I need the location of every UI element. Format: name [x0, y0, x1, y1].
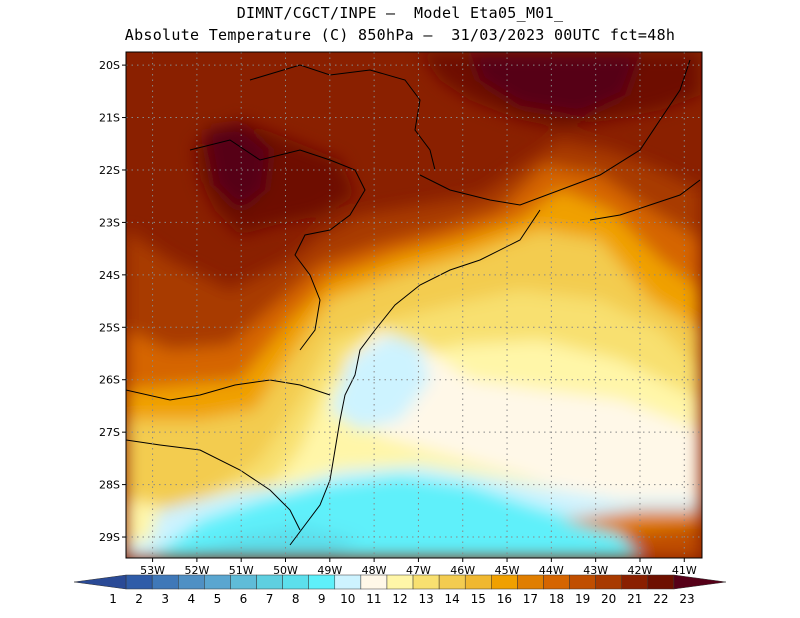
- lon-label: 46W: [450, 564, 475, 577]
- colorbar-swatch: [412, 574, 440, 590]
- lon-label: 45W: [495, 564, 520, 577]
- colorbar-label: 20: [601, 592, 616, 606]
- colorbar-label: 9: [318, 592, 326, 606]
- colorbar-label: 22: [653, 592, 668, 606]
- colorbar-label: 11: [366, 592, 381, 606]
- colorbar-label: 21: [627, 592, 642, 606]
- colorbar-label: 1: [109, 592, 117, 606]
- colorbar-swatch: [73, 574, 127, 590]
- lat-label: 28S: [99, 479, 120, 492]
- colorbar-swatch: [517, 574, 544, 590]
- colorbar-label: 18: [549, 592, 564, 606]
- colorbar-swatch: [621, 574, 649, 590]
- map-frame: [125, 51, 703, 559]
- temperature-field: [126, 52, 702, 558]
- colorbar-swatch: [334, 574, 362, 590]
- lat-label: 25S: [99, 321, 120, 334]
- map-title-line1: DIMNT/CGCT/INPE – Model Eta05_M01_: [236, 4, 564, 22]
- colorbar: 1 2 3 4 5 6 7 8 9 10 11 12 13 14 15 16 17 18 19 20 21 22 23: [73, 574, 727, 606]
- boundaries: [126, 59, 701, 546]
- colorbar-label: 12: [392, 592, 407, 606]
- colorbar-swatch: [595, 574, 622, 590]
- colorbar-label: 2: [135, 592, 143, 606]
- colorbar-swatch: [308, 574, 336, 590]
- colorbar-label: 6: [240, 592, 248, 606]
- colorbar-label: 4: [187, 592, 195, 606]
- colorbar-swatch: [151, 574, 179, 590]
- lat-label: 21S: [99, 112, 120, 125]
- colorbar-label: 19: [575, 592, 590, 606]
- colorbar-swatch: [464, 574, 492, 590]
- colorbar-swatch: [673, 574, 727, 590]
- lon-label: 52W: [184, 564, 209, 577]
- lat-label: 24S: [99, 269, 120, 282]
- colorbar-swatch: [386, 574, 414, 590]
- colorbar-swatch: [543, 574, 570, 590]
- lon-label: 44W: [539, 564, 564, 577]
- lon-label: 47W: [406, 564, 431, 577]
- colorbar-label: 10: [340, 592, 355, 606]
- colorbar-swatch: [360, 574, 388, 590]
- lon-label: 49W: [317, 564, 342, 577]
- lat-label: 20S: [99, 59, 120, 72]
- colorbar-swatch: [647, 574, 675, 590]
- colorbar-label: 13: [418, 592, 433, 606]
- colorbar-swatch: [256, 574, 283, 590]
- lon-axis: 53W 52W 51W 50W 49W 48W 47W 46W 45W 44W 43W 42W 41W: [140, 558, 697, 577]
- colorbar-label: 8: [292, 592, 300, 606]
- colorbar-label: 7: [266, 592, 274, 606]
- colorbar-label: 16: [497, 592, 512, 606]
- lat-label: 29S: [99, 531, 120, 544]
- lat-label: 26S: [99, 374, 120, 387]
- lon-label: 43W: [583, 564, 608, 577]
- lat-label: 22S: [99, 164, 120, 177]
- colorbar-swatch: [230, 574, 257, 590]
- colorbar-swatch: [125, 574, 153, 590]
- map-title-line2: Absolute Temperature (C) 850hPa – 31/03/…: [124, 26, 676, 44]
- lon-label: 53W: [140, 564, 165, 577]
- colorbar-swatch: [282, 574, 309, 590]
- lat-label: 27S: [99, 426, 120, 439]
- lon-label: 48W: [362, 564, 387, 577]
- lon-label: 41W: [672, 564, 697, 577]
- colorbar-label: 14: [445, 592, 460, 606]
- lat-axis: 20S 21S 22S 23S 24S 25S 26S 27S 28S 29S: [99, 59, 126, 544]
- lon-label: 51W: [229, 564, 254, 577]
- lat-label: 23S: [99, 216, 120, 229]
- grid-lines: [126, 52, 702, 558]
- lon-label: 42W: [628, 564, 653, 577]
- colorbar-swatch: [438, 574, 466, 590]
- colorbar-label: 17: [523, 592, 538, 606]
- colorbar-swatch: [491, 574, 518, 590]
- colorbar-swatch: [178, 574, 205, 590]
- colorbar-label: 23: [679, 592, 694, 606]
- colorbar-label: 3: [161, 592, 169, 606]
- colorbar-swatch: [569, 574, 596, 590]
- colorbar-label: 5: [214, 592, 222, 606]
- colorbar-swatch: [204, 574, 231, 590]
- colorbar-label: 15: [471, 592, 486, 606]
- lon-label: 50W: [273, 564, 298, 577]
